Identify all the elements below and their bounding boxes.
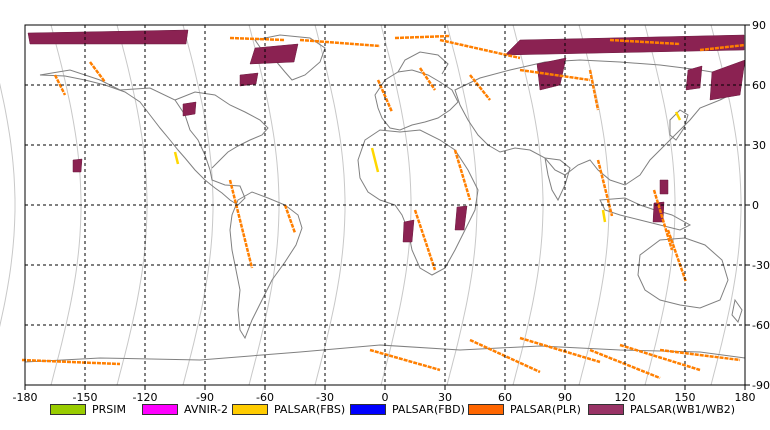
plr-swath-18 [652, 189, 674, 251]
lon-tick-label: 30 [438, 391, 452, 404]
legend-item-prism: PRSIM [50, 401, 126, 417]
plr-swath-5 [609, 38, 681, 46]
plr-swath-11 [588, 69, 600, 111]
fbs-swath-2 [674, 111, 682, 121]
legend-label-wb: PALSAR(WB1/WB2) [630, 402, 736, 416]
lon-tick-label: 90 [558, 391, 572, 404]
wb-swath-4 [709, 59, 746, 101]
axis-ticks: -180 -150 -120 -90 -60 -30 0 30 60 90 120 150 180 90 6… [13, 19, 770, 404]
lon-tick-label: 180 [735, 391, 756, 404]
lon-tick-label: -30 [316, 391, 334, 404]
plr-swath-4 [519, 68, 591, 82]
lat-tick-label: -30 [752, 259, 770, 272]
legend-swatch-fbd [350, 403, 386, 415]
plr-swath-13 [228, 179, 254, 269]
graticule [24, 24, 746, 386]
plr-swath-19 [666, 229, 688, 283]
lon-tick-label: 150 [675, 391, 696, 404]
lat-tick-label: 0 [752, 199, 759, 212]
legend-swatch-wb [588, 403, 624, 415]
plr-swath-24 [619, 343, 701, 372]
plr-swath-1 [299, 38, 381, 48]
wb-swath-9 [402, 219, 415, 243]
plr-swath-20 [369, 348, 441, 372]
orbit-track-0 [0, 82, 16, 328]
legend-item-wb: PALSAR(WB1/WB2) [588, 401, 735, 417]
plr-swath-26 [21, 358, 121, 366]
wb-swath-0 [27, 29, 189, 45]
lon-tick-label: -120 [133, 391, 158, 404]
legend-label-plr: PALSAR(PLR) [510, 402, 581, 416]
plr-swath-22 [519, 336, 601, 364]
legend-label-fbs: PALSAR(FBS) [274, 402, 346, 416]
lon-tick-label: -60 [256, 391, 274, 404]
lon-tick-label: -180 [13, 391, 38, 404]
lon-tick-label: -150 [73, 391, 98, 404]
wb-swath-10 [454, 205, 468, 231]
lat-tick-label: 90 [752, 19, 766, 32]
plr-swath-2 [394, 34, 451, 40]
plr-swath-3 [439, 38, 521, 60]
wb-swath-2 [249, 43, 299, 65]
lat-tick-label: -90 [752, 379, 770, 392]
coastlines [24, 34, 746, 363]
plr-swath-12 [469, 74, 491, 101]
wb-swath-8 [72, 158, 83, 173]
plr-swath-17 [596, 159, 614, 217]
legend-item-plr: PALSAR(PLR) [468, 401, 581, 417]
wb-swath-5 [685, 65, 703, 91]
lat-tick-label: 30 [752, 139, 766, 152]
legend-label-avnir2: AVNIR-2 [184, 402, 228, 416]
wb-swath-6 [239, 72, 259, 87]
plr-swath-15 [453, 149, 472, 201]
legend-swatch-prism [50, 403, 86, 415]
plr-swath-6 [699, 43, 746, 52]
legend-swatch-avnir2 [142, 403, 178, 415]
legend-item-fbs: PALSAR(FBS) [232, 401, 345, 417]
legend-swatch-fbs [232, 403, 268, 415]
fbs-swath-3 [601, 209, 607, 223]
plr-swath-10 [418, 67, 437, 91]
plr-swath-16 [413, 209, 437, 271]
plr-swath-0 [229, 36, 286, 42]
lon-tick-label: 60 [498, 391, 512, 404]
fbs-swath-1 [173, 151, 180, 165]
lat-tick-label: 60 [752, 79, 766, 92]
lon-tick-label: 120 [615, 391, 636, 404]
legend-swatch-plr [468, 403, 504, 415]
lon-tick-label: -90 [196, 391, 214, 404]
fbs-swath-0 [370, 147, 380, 173]
acquisition-swaths [21, 29, 746, 380]
lon-tick-label: 0 [382, 391, 389, 404]
plr-swath-7 [53, 74, 67, 96]
legend: PRSIM AVNIR-2 PALSAR(FBS) PALSAR(FBD) PA… [50, 401, 770, 421]
wb-swath-7 [182, 101, 197, 117]
legend-label-fbd: PALSAR(FBD) [392, 402, 465, 416]
wb-swath-11 [659, 179, 669, 195]
legend-item-fbd: PALSAR(FBD) [350, 401, 465, 417]
legend-item-avnir2: AVNIR-2 [142, 401, 228, 417]
plr-swath-25 [659, 348, 741, 362]
legend-label-prism: PRSIM [92, 402, 126, 416]
plr-swath-8 [89, 61, 106, 83]
lat-tick-label: -60 [752, 319, 770, 332]
